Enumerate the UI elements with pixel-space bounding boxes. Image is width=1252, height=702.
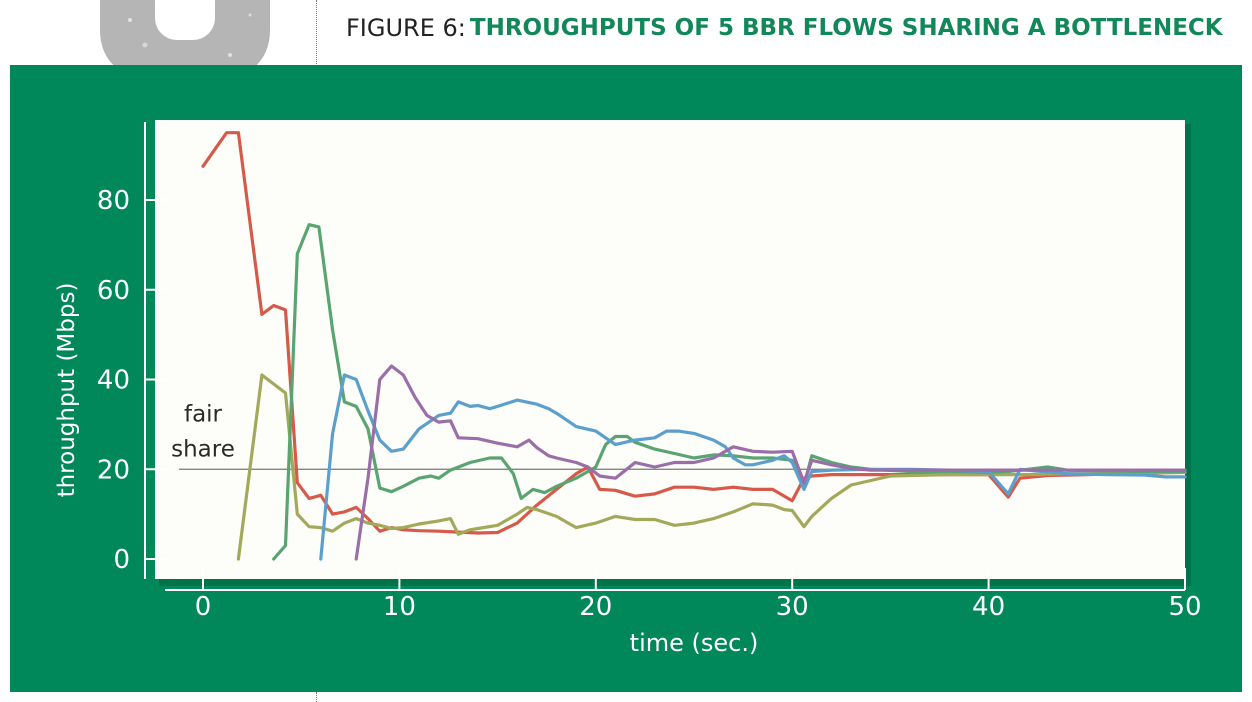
series-line xyxy=(354,364,1187,561)
x-tick-label: 0 xyxy=(195,592,212,622)
line-chart: 0 20 40 60 80 0 10 20 30 40 50 fair share time (s… xyxy=(54,120,1202,657)
series-line xyxy=(236,373,1187,561)
x-tick-label: 20 xyxy=(579,592,612,622)
vertical-divider xyxy=(316,692,317,702)
fair-share-label: share xyxy=(171,436,235,462)
y-tick-label: 60 xyxy=(97,276,130,306)
figure-label: FIGURE 6: xyxy=(346,14,466,42)
x-tick-label: 50 xyxy=(1168,592,1201,622)
y-tick-label: 20 xyxy=(97,455,130,485)
y-tick-label: 40 xyxy=(97,366,130,396)
y-tick-label: 80 xyxy=(97,186,130,216)
x-tick-label: 40 xyxy=(972,592,1005,622)
y-axis-label: throughput (Mbps) xyxy=(54,283,80,498)
x-tick-label: 10 xyxy=(383,592,416,622)
fair-share-label: fair xyxy=(184,401,223,427)
vertical-divider xyxy=(316,0,317,64)
figure-caption: THROUGHPUTS OF 5 BBR FLOWS SHARING A BOT… xyxy=(469,15,1223,41)
logo-mark xyxy=(100,0,270,85)
figure-title: FIGURE 6: THROUGHPUTS OF 5 BBR FLOWS SHA… xyxy=(346,6,1223,50)
plot-area xyxy=(155,120,1185,579)
y-tick-label: 0 xyxy=(113,545,130,575)
chart-panel: 0 20 40 60 80 0 10 20 30 40 50 fair share time (s… xyxy=(10,65,1242,692)
x-tick-label: 30 xyxy=(776,592,809,622)
x-axis-label: time (sec.) xyxy=(630,629,759,657)
